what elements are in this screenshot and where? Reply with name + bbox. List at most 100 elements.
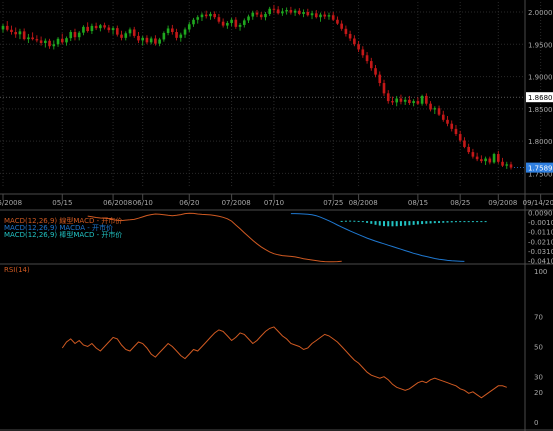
candle-down	[94, 25, 98, 29]
candle-down	[48, 40, 51, 47]
candle-up	[247, 16, 250, 21]
candle-up	[77, 32, 81, 38]
macd-tick-label: -0.0410	[528, 258, 553, 266]
candle-up	[492, 154, 496, 163]
macd-histogram-bar	[395, 221, 398, 227]
candle-down	[234, 19, 238, 27]
candle-down	[213, 13, 216, 18]
time-tick-label: 08/2008	[349, 199, 378, 207]
candle-up	[192, 19, 195, 25]
candle-down	[361, 49, 365, 56]
macd-histogram-bar	[446, 221, 449, 223]
candle-down	[391, 101, 394, 103]
candle-down	[353, 38, 356, 45]
candle-up	[65, 38, 68, 43]
candle-up	[149, 38, 153, 43]
candle-up	[433, 108, 437, 110]
rsi-tick-label: 30	[534, 374, 543, 382]
candle-up	[99, 25, 102, 29]
macd-legend-line: MACD(12,26,9) 線型MACD - 开市价	[4, 216, 122, 225]
candle-down	[509, 164, 513, 168]
candle-up	[90, 25, 94, 32]
candle-up	[141, 37, 145, 41]
candle-down	[480, 159, 483, 162]
price-tick-label: 1.9000	[528, 74, 553, 82]
rsi-tick-label: 50	[534, 344, 543, 352]
candle-down	[39, 40, 43, 43]
time-tick-label: 05/15	[52, 199, 72, 207]
candle-down	[382, 83, 386, 94]
macd-histogram-bar	[399, 221, 402, 226]
last-price-value: 1.75898	[528, 165, 553, 173]
rsi-series	[61, 326, 507, 399]
candle-up	[162, 32, 166, 40]
candle-down	[171, 28, 174, 33]
macd-legend-histogram: MACD(12,26,9) 棒型MACD - 开市价	[4, 230, 122, 239]
macd-tick-label: -0.0310	[528, 248, 553, 256]
candle-down	[340, 23, 343, 29]
macd-histogram-bar	[433, 221, 436, 224]
price-tick-label: 1.7500	[528, 170, 553, 178]
candle-up	[242, 20, 246, 25]
candle-up	[281, 11, 284, 14]
price-tick-label: 1.8500	[528, 106, 553, 114]
macd-histogram-bar	[484, 221, 487, 223]
candle-down	[357, 44, 360, 50]
candle-down	[120, 34, 123, 38]
rsi-tick-label: 0	[534, 419, 538, 427]
time-tick-label: 09/14/2008	[523, 199, 553, 207]
candle-up	[200, 14, 204, 18]
macd-histogram-bar	[340, 220, 343, 222]
candle-down	[374, 68, 377, 75]
candle-down	[408, 99, 411, 104]
candle-down	[475, 156, 479, 160]
price-tick-label: 2.0000	[528, 9, 553, 17]
candle-down	[154, 38, 157, 44]
candle-down	[103, 25, 106, 28]
macd-histogram-bar	[412, 221, 415, 225]
time-tick-label: 08/15	[408, 199, 428, 207]
candle-down	[35, 39, 39, 41]
candle-up	[264, 13, 267, 18]
candle-down	[458, 134, 462, 141]
price-tick-label: 1.9500	[528, 41, 553, 49]
macd-histogram-bar	[476, 221, 479, 223]
candle-down	[31, 37, 34, 40]
candle-down	[336, 19, 339, 24]
candle-down	[115, 28, 119, 35]
candle-down	[298, 10, 301, 14]
candle-down	[175, 32, 178, 38]
candle-down	[204, 14, 208, 17]
rsi-legend: RSI(14)	[4, 266, 30, 274]
candle-down	[221, 21, 225, 26]
candle-down	[276, 9, 280, 14]
macd-histogram-bar	[442, 221, 445, 223]
candle-up	[187, 24, 191, 30]
macd-histogram-bar	[421, 221, 424, 225]
candle-up	[52, 44, 56, 47]
macd-histogram-bar	[416, 221, 419, 225]
macd-line	[87, 212, 342, 263]
candle-down	[10, 29, 13, 33]
rsi-tick-label: 20	[534, 389, 543, 397]
macd-histogram-bar	[391, 221, 394, 227]
macd-legend-signal: MACD(12,26,9) MACDA - 开市价	[4, 223, 113, 232]
macd-histogram-bar	[454, 221, 457, 223]
candle-down	[454, 128, 458, 135]
macd-tick-label: 0.0090	[528, 209, 553, 217]
rsi-tick-label: 100	[534, 268, 547, 276]
candle-down	[441, 114, 445, 120]
macd-histogram-bar	[404, 221, 407, 226]
macd-histogram-bar	[349, 220, 352, 222]
candle-up	[183, 29, 187, 35]
macd-histogram-bar	[459, 221, 462, 223]
time-tick-label: 05/2008	[0, 199, 22, 207]
candle-down	[496, 154, 500, 162]
candle-up	[230, 19, 233, 23]
time-tick-label: 06/2008	[103, 199, 132, 207]
candle-down	[145, 37, 149, 43]
candle-up	[179, 34, 183, 38]
candle-down	[259, 14, 263, 18]
macd-series	[87, 212, 487, 263]
candle-down	[501, 161, 504, 166]
